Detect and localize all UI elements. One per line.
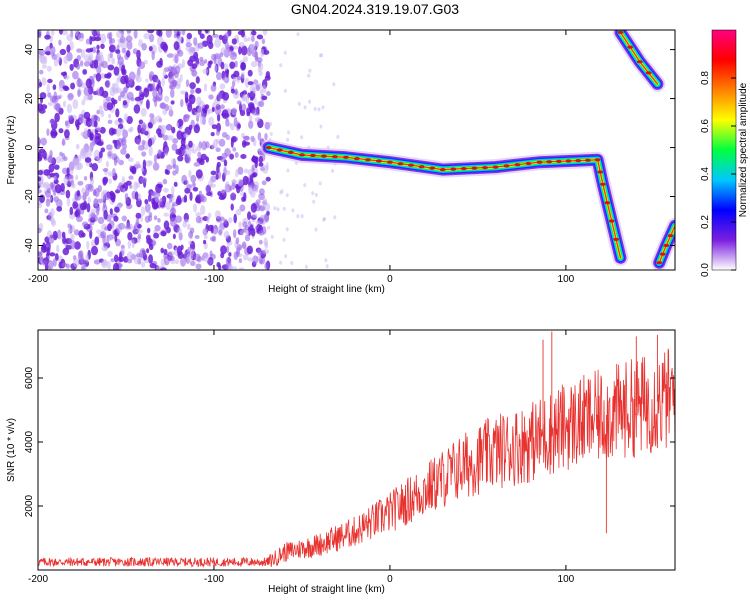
- y-axis-label: SNR (10 * v/v): [6, 418, 17, 482]
- x-tick-label: 0: [387, 574, 393, 585]
- y-tick-label: 4000: [24, 430, 35, 453]
- x-tick-label: -100: [204, 574, 224, 585]
- y-tick-label: -40: [24, 238, 35, 253]
- y-tick-label: 20: [24, 93, 35, 105]
- ridge-aliased-upper: [612, 30, 666, 92]
- chart-title: GN04.2024.319.19.07.G03: [290, 1, 460, 17]
- x-tick-label: -200: [28, 274, 48, 285]
- y-axis-label: Frequency (Hz): [6, 116, 17, 185]
- colorbar-gradient: [711, 29, 737, 271]
- y-tick-label: 40: [24, 44, 35, 56]
- x-tick-label: 100: [558, 274, 575, 285]
- x-tick-label: 100: [558, 574, 575, 585]
- snr-content: [38, 331, 675, 568]
- colorbar-tick-label: 0.8: [700, 71, 711, 85]
- x-axis-label: Height of straight line (km): [268, 584, 385, 595]
- colorbar-label: Normalized spectral amplitude: [738, 82, 749, 217]
- x-tick-label: -100: [204, 274, 224, 285]
- ridge-main: [260, 139, 629, 266]
- snr-series-line: [38, 348, 675, 568]
- ridge-main-peaks: [265, 146, 620, 241]
- colorbar-tick-label: 0.2: [700, 215, 711, 229]
- snr-panel: -200 -100 0 100 2000 4000 6000 Height of straig…: [6, 329, 676, 595]
- ridge-aliased-upper-peaks: [617, 30, 652, 75]
- colorbar-tick-label: 0.4: [700, 167, 711, 181]
- ridge-aliased-lower-peaks: [656, 234, 674, 265]
- snr-frame: [37, 329, 676, 571]
- x-tick-label: 0: [387, 274, 393, 285]
- colorbar-tick-label: 0.6: [700, 119, 711, 133]
- colorbar-tick-label: 0.0: [700, 263, 711, 277]
- noise-speckles: [38, 30, 340, 270]
- colorbar: 0.0 0.2 0.4 0.6 0.8 Normalized spectral ampli…: [700, 29, 749, 277]
- spectrogram-background: [38, 30, 675, 270]
- ridge-aliased-lower: [651, 217, 675, 270]
- y-tick-label: 6000: [24, 366, 35, 389]
- x-axis-label: Height of straight line (km): [268, 284, 385, 295]
- spectrogram-frame: [37, 29, 676, 271]
- y-tick-label: 0: [24, 144, 35, 150]
- x-tick-label: -200: [28, 574, 48, 585]
- spectrogram-content: [38, 30, 675, 270]
- y-tick-label: -20: [24, 189, 35, 204]
- y-tick-label: 2000: [24, 494, 35, 517]
